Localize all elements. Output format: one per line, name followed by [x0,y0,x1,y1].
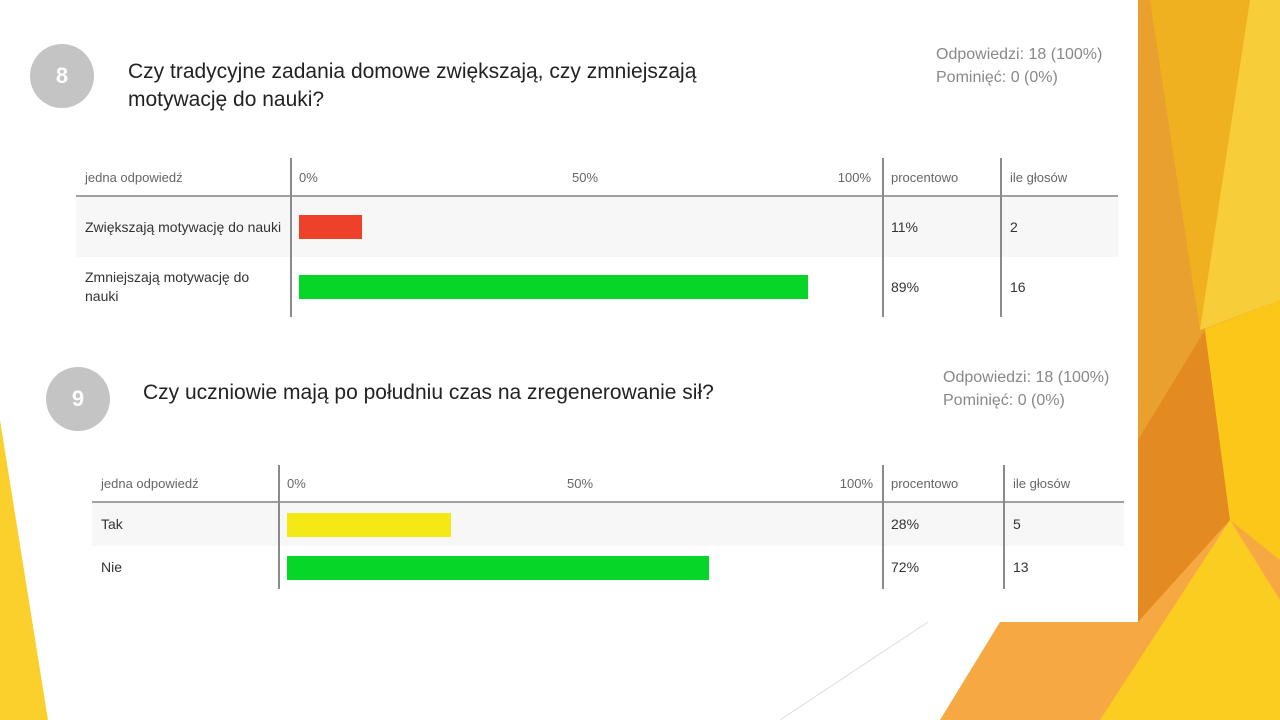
percent: 89% [891,278,920,295]
row-label: Nie [101,559,123,575]
scale-label: 50% [571,169,599,185]
votes: 2 [1010,218,1018,235]
bar [287,512,452,537]
scale-label: 100% [837,169,871,185]
row-label: Zwiększają motywację do nauki [85,218,282,235]
skipped-count: Pominięć: 0 (0%) [936,69,1058,86]
column-separator [1000,158,1002,317]
percent: 11% [891,218,918,235]
percent: 28% [891,516,920,532]
scale-label: 50% [566,476,594,491]
question-title: Czy tradycyjne zadania domowe zwiększają… [128,60,697,111]
bar [299,215,362,239]
column-separator [278,465,280,589]
scale-label: 0% [299,169,318,185]
votes: 16 [1010,278,1026,295]
column-header: jedna odpowiedź [101,476,199,491]
percent: 72% [891,559,920,575]
column-header: procentowo [891,476,959,491]
bar [299,275,809,299]
column-separator [1003,465,1005,589]
bar [287,555,709,580]
votes: 13 [1013,559,1029,575]
scale-label: 100% [839,476,873,491]
column-header: ile głosów [1010,169,1068,185]
row-label: Tak [101,516,123,532]
column-separator [882,158,884,317]
scale-label: 0% [287,476,306,491]
question-number: 9 [46,367,110,431]
skipped-count: Pominięć: 0 (0%) [943,392,1065,409]
question-number: 8 [30,44,94,108]
question-title: Czy uczniowie mają po południu czas na z… [143,381,714,404]
column-separator [882,465,884,589]
votes: 5 [1013,516,1021,532]
column-separator [290,158,292,317]
header-border [92,501,1124,503]
column-header: jedna odpowiedź [85,169,183,185]
column-header: ile głosów [1013,476,1071,491]
row-label: Zmniejszają motywację do nauki [85,269,250,304]
answered-count: Odpowiedzi: 18 (100%) [936,46,1103,63]
answered-count: Odpowiedzi: 18 (100%) [943,369,1110,386]
column-header: procentowo [891,169,959,185]
header-border [76,195,1118,197]
